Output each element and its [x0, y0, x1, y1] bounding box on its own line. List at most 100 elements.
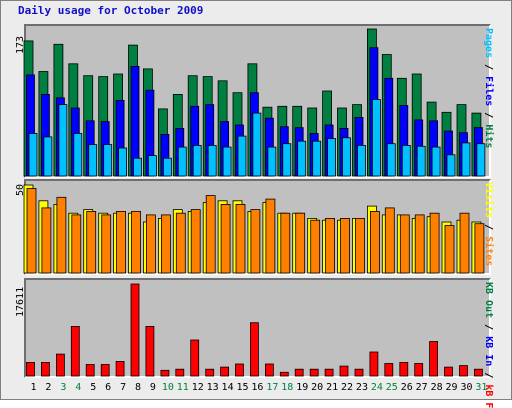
x-tick-label: 16	[251, 382, 264, 393]
x-tick-label: 11	[176, 382, 189, 393]
bar-sites-day-5: Sites 5: 35	[86, 210, 97, 274]
bar-sites-day-29: Sites 29: 27	[444, 225, 455, 274]
bar-pages-day-12: Pages 12: 36	[192, 144, 202, 177]
bar-sites-day-16: Sites 16: 36	[250, 209, 261, 274]
bar-kb-f-day-15: KB F 15: 2300	[235, 363, 244, 377]
bar-sites-day-24: Sites 24: 35	[369, 210, 380, 274]
bar-pages-day-15: Pages 15: 47	[237, 135, 247, 177]
bar-kb-f-day-12: KB F 12: 6900	[190, 339, 200, 377]
bar-sites-day-21: Sites 21: 31	[325, 217, 336, 274]
bar-sites-day-31: Sites 31: 28	[474, 223, 485, 274]
bar-sites-day-28: Sites 28: 34	[429, 212, 440, 274]
bar-kb-f-day-9: KB F 9: 9500	[145, 325, 155, 377]
bar-pages-day-22: Pages 22: 45	[342, 137, 351, 177]
bar-kb-f-day-31: KB F 31: 1300	[473, 368, 483, 377]
bar-pages-day-2: Pages 2: 46	[43, 136, 53, 177]
bar-pages-day-4: Pages 4: 50	[73, 133, 83, 177]
bar-pages-day-11: Pages 11: 34	[177, 146, 187, 177]
chart-title: Daily usage for October 2009	[18, 4, 204, 17]
bar-pages-day-8: Pages 8: 21	[133, 157, 142, 177]
x-tick-label: 13	[206, 382, 219, 393]
bar-kb-f-day-18: KB F 18: 700	[279, 371, 289, 377]
x-tick-label: 1	[30, 382, 37, 393]
bar-pages-day-1: Pages 1: 50	[28, 133, 38, 177]
bar-sites-day-12: Sites 12: 36	[190, 209, 201, 274]
bar-pages-day-20: Pages 20: 41	[312, 140, 322, 177]
bar-sites-day-7: Sites 7: 35	[116, 210, 126, 274]
bar-sites-day-2: Sites 2: 37	[41, 207, 52, 274]
x-tick-label: 22	[340, 382, 354, 393]
bar-pages-day-28: Pages 28: 34	[431, 146, 441, 177]
x-tick-label: 28	[430, 382, 443, 393]
bar-kb-f-day-19: KB F 19: 1300	[294, 368, 304, 377]
x-tick-label: 25	[385, 382, 398, 393]
bar-kb-f-day-22: KB F 22: 1900	[339, 365, 349, 377]
x-tick-label: 12	[191, 382, 204, 393]
x-tick-label: 29	[445, 382, 458, 393]
bar-pages-day-10: Pages 10: 21	[162, 157, 172, 177]
bar-sites-day-1: Sites 1: 48	[26, 188, 37, 274]
bar-pages-day-7: Pages 7: 33	[118, 147, 127, 177]
x-tick-label: 19	[296, 382, 309, 393]
x-tick-label: 5	[90, 382, 97, 393]
bar-sites-day-6: Sites 6: 33	[101, 214, 112, 274]
bar-sites-day-15: Sites 15: 39	[235, 203, 246, 274]
x-tick-label: 20	[311, 382, 324, 393]
bar-kb-f-day-10: KB F 10: 1100	[160, 369, 170, 377]
bar-kb-f-day-28: KB F 28: 6600	[429, 341, 439, 377]
bar-sites-day-23: Sites 23: 31	[355, 217, 365, 274]
bar-sites-day-14: Sites 14: 39	[220, 203, 231, 274]
bar-pages-day-13: Pages 13: 36	[207, 144, 217, 177]
bar-kb-f-day-4: KB F 4: 9500	[70, 325, 80, 377]
x-tick-label: 17	[266, 382, 279, 393]
bar-kb-f-day-14: KB F 14: 1700	[220, 366, 230, 377]
bar-sites-day-19: Sites 19: 34	[295, 212, 306, 274]
bar-sites-day-22: Sites 22: 31	[340, 217, 350, 274]
bar-pages-day-21: Pages 21: 44	[327, 138, 337, 177]
x-tick-label: 6	[105, 382, 112, 393]
x-tick-label: 3	[60, 382, 67, 393]
bar-kb-f-day-6: KB F 6: 2200	[100, 364, 110, 377]
bar-kb-f-day-17: KB F 17: 2300	[264, 363, 274, 377]
bar-sites-day-8: Sites 8: 35	[131, 210, 141, 274]
x-tick-label: 27	[415, 382, 428, 393]
bar-sites-day-26: Sites 26: 33	[399, 214, 410, 274]
x-tick-label: 21	[326, 382, 339, 393]
bar-kb-f-day-20: KB F 20: 1300	[309, 368, 319, 377]
x-tick-label: 8	[134, 382, 142, 393]
bar-pages-day-3: Pages 3: 84	[58, 104, 68, 177]
bar-pages-day-16: Pages 16: 74	[252, 112, 262, 177]
bar-sites-day-27: Sites 27: 33	[414, 214, 425, 274]
x-tick-label: 31	[475, 382, 488, 393]
bar-sites-day-10: Sites 10: 33	[160, 214, 171, 274]
bar-kb-f-day-26: KB F 26: 2600	[399, 361, 409, 377]
x-tick-label: 18	[281, 382, 294, 393]
x-tick-label: 10	[161, 382, 174, 393]
x-tick-label: 4	[75, 382, 82, 393]
bar-pages-day-6: Pages 6: 37	[103, 144, 113, 177]
bar-sites-day-3: Sites 3: 43	[56, 196, 67, 274]
bar-kb-f-day-11: KB F 11: 1300	[175, 368, 185, 377]
bar-kb-f-day-27: KB F 27: 2400	[414, 363, 424, 377]
x-tick-label: 30	[460, 382, 473, 393]
bar-sites-day-13: Sites 13: 44	[205, 195, 216, 274]
bar-kb-f-day-13: KB F 13: 1300	[205, 368, 215, 377]
bar-kb-f-day-21: KB F 21: 1300	[324, 368, 334, 377]
bar-kb-f-day-29: KB F 29: 1700	[444, 366, 453, 377]
bar-kb-f-day-8: KB F 8: 17611	[130, 283, 140, 377]
x-tick-label: 23	[355, 382, 368, 393]
bar-pages-day-26: Pages 26: 36	[401, 144, 411, 177]
bar-pages-day-23: Pages 23: 36	[357, 144, 366, 177]
bar-sites-day-30: Sites 30: 34	[459, 212, 470, 274]
bar-pages-day-14: Pages 14: 34	[222, 146, 232, 177]
x-tick-label: 14	[221, 382, 234, 393]
bar-pages-day-25: Pages 25: 38	[386, 143, 396, 177]
bar-kb-f-day-5: KB F 5: 2200	[85, 364, 95, 377]
bar-kb-f-day-3: KB F 3: 4200	[56, 353, 65, 377]
bar-kb-f-day-23: KB F 23: 1300	[354, 368, 364, 377]
bar-kb-f-day-1: KB F 1: 2600	[26, 361, 35, 377]
bar-kb-f-day-25: KB F 25: 2400	[384, 363, 394, 377]
bar-pages-day-17: Pages 17: 34	[267, 146, 277, 177]
bar-kb-f-day-24: KB F 24: 4600	[369, 351, 379, 377]
